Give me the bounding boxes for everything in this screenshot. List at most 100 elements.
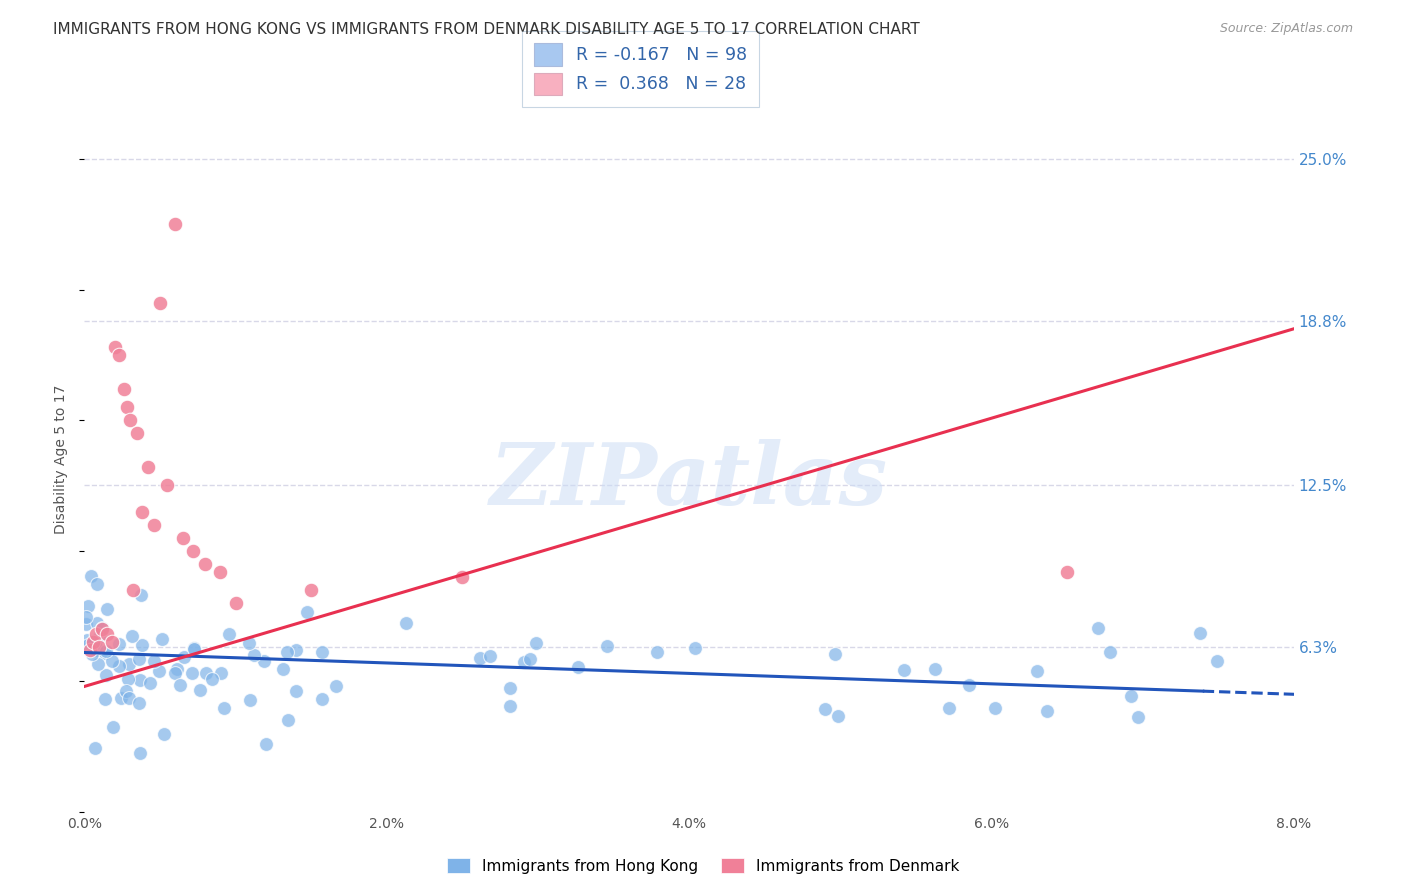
Point — [128, 746, 150, 760]
Point — [127, 426, 149, 441]
Point — [79, 643, 101, 657]
Point — [512, 655, 534, 669]
Point — [209, 565, 232, 579]
Point — [76, 632, 98, 647]
Point — [118, 690, 141, 705]
Point — [139, 676, 162, 690]
Point — [479, 648, 502, 663]
Point — [311, 644, 333, 658]
Point — [567, 660, 589, 674]
Point — [86, 615, 108, 630]
Point — [683, 640, 706, 655]
Point — [218, 627, 240, 641]
Point — [153, 727, 176, 741]
Point — [1119, 690, 1142, 704]
Point — [498, 681, 520, 696]
Point — [94, 646, 117, 660]
Point — [814, 701, 837, 715]
Point — [131, 505, 153, 519]
Point — [128, 696, 150, 710]
Text: IMMIGRANTS FROM HONG KONG VS IMMIGRANTS FROM DENMARK DISABILITY AGE 5 TO 17 CORR: IMMIGRANTS FROM HONG KONG VS IMMIGRANTS … — [53, 22, 920, 37]
Point — [212, 700, 235, 714]
Point — [311, 692, 333, 706]
Point — [938, 701, 960, 715]
Point — [86, 643, 108, 657]
Point — [519, 651, 541, 665]
Point — [108, 637, 131, 651]
Point — [893, 663, 915, 677]
Point — [524, 635, 547, 649]
Point — [96, 602, 118, 616]
Point — [194, 557, 217, 571]
Point — [645, 645, 668, 659]
Point — [194, 665, 217, 680]
Point — [277, 713, 299, 727]
Point — [924, 662, 946, 676]
Point — [188, 682, 211, 697]
Point — [181, 665, 204, 680]
Point — [91, 621, 114, 635]
Point — [1189, 625, 1212, 640]
Point — [499, 698, 522, 713]
Point — [209, 665, 232, 680]
Point — [143, 654, 166, 668]
Point — [827, 709, 849, 723]
Point — [181, 543, 204, 558]
Point — [957, 678, 980, 692]
Point — [112, 382, 135, 396]
Point — [152, 632, 174, 646]
Point — [166, 662, 188, 676]
Point — [1098, 645, 1121, 659]
Point — [104, 340, 127, 354]
Point — [149, 295, 172, 310]
Text: ZIPatlas: ZIPatlas — [489, 439, 889, 523]
Point — [118, 413, 141, 427]
Point — [118, 657, 141, 672]
Point — [984, 700, 1007, 714]
Point — [163, 666, 186, 681]
Point — [129, 588, 152, 602]
Point — [238, 636, 260, 650]
Point — [173, 649, 195, 664]
Y-axis label: Disability Age 5 to 17: Disability Age 5 to 17 — [55, 384, 69, 534]
Point — [79, 568, 101, 582]
Point — [254, 738, 277, 752]
Point — [297, 605, 319, 619]
Point — [82, 635, 104, 649]
Point — [183, 641, 205, 656]
Point — [96, 644, 118, 658]
Point — [1205, 655, 1227, 669]
Point — [96, 627, 118, 641]
Point — [82, 647, 104, 661]
Point — [84, 640, 107, 655]
Point — [114, 683, 136, 698]
Point — [148, 664, 170, 678]
Point — [243, 648, 266, 663]
Point — [76, 609, 98, 624]
Point — [108, 348, 131, 362]
Point — [271, 663, 294, 677]
Point — [1056, 565, 1078, 579]
Point — [121, 629, 143, 643]
Point — [299, 582, 322, 597]
Point — [87, 630, 110, 644]
Point — [451, 570, 474, 584]
Point — [89, 640, 111, 655]
Point — [1026, 664, 1049, 678]
Point — [100, 635, 122, 649]
Point — [128, 652, 150, 666]
Point — [395, 615, 418, 630]
Point — [94, 692, 117, 706]
Legend: R = -0.167   N = 98, R =  0.368   N = 28: R = -0.167 N = 98, R = 0.368 N = 28 — [522, 31, 759, 107]
Point — [107, 659, 129, 673]
Point — [117, 672, 139, 686]
Point — [824, 647, 846, 661]
Legend: Immigrants from Hong Kong, Immigrants from Denmark: Immigrants from Hong Kong, Immigrants fr… — [440, 852, 966, 880]
Point — [325, 679, 347, 693]
Point — [87, 657, 110, 671]
Point — [172, 531, 194, 545]
Point — [86, 577, 108, 591]
Point — [225, 596, 247, 610]
Point — [101, 654, 124, 668]
Point — [110, 691, 132, 706]
